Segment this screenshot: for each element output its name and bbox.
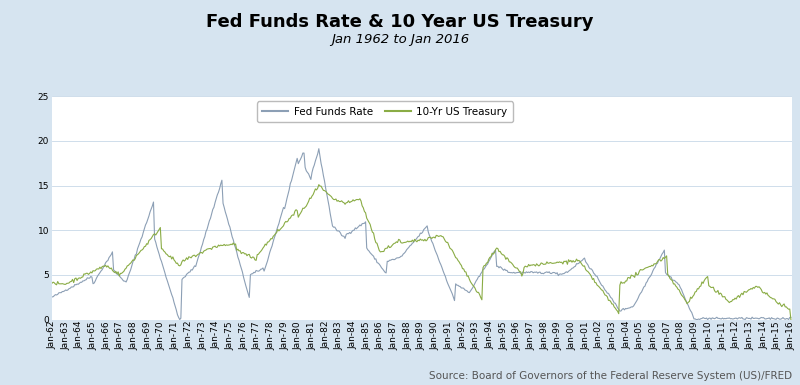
Text: Fed Funds Rate & 10 Year US Treasury: Fed Funds Rate & 10 Year US Treasury <box>206 13 594 32</box>
Line: 10-Yr US Treasury: 10-Yr US Treasury <box>52 185 791 320</box>
Fed Funds Rate <box>786 315 796 320</box>
Fed Funds Rate <box>466 289 475 293</box>
10-Yr US Treasury <box>466 280 475 284</box>
10-Yr US Treasury <box>314 182 324 187</box>
Fed Funds Rate <box>691 317 701 322</box>
10-Yr US Treasury <box>786 317 796 322</box>
Fed Funds Rate <box>314 146 324 151</box>
Legend: Fed Funds Rate, 10-Yr US Treasury: Fed Funds Rate, 10-Yr US Treasury <box>257 102 513 122</box>
Fed Funds Rate <box>312 155 322 159</box>
Fed Funds Rate <box>576 259 586 263</box>
Fed Funds Rate <box>47 295 57 299</box>
Fed Funds Rate <box>468 285 478 290</box>
10-Yr US Treasury <box>47 281 57 286</box>
Text: Source: Board of Governors of the Federal Reserve System (US)/FRED: Source: Board of Governors of the Federa… <box>429 371 792 381</box>
10-Yr US Treasury <box>771 299 781 304</box>
10-Yr US Treasury <box>576 261 586 265</box>
Fed Funds Rate <box>773 316 782 320</box>
Text: Jan 1962 to Jan 2016: Jan 1962 to Jan 2016 <box>331 33 469 46</box>
10-Yr US Treasury <box>750 284 760 289</box>
Line: Fed Funds Rate: Fed Funds Rate <box>52 149 791 320</box>
10-Yr US Treasury <box>468 283 478 288</box>
10-Yr US Treasury <box>312 187 322 192</box>
Fed Funds Rate <box>752 316 762 321</box>
